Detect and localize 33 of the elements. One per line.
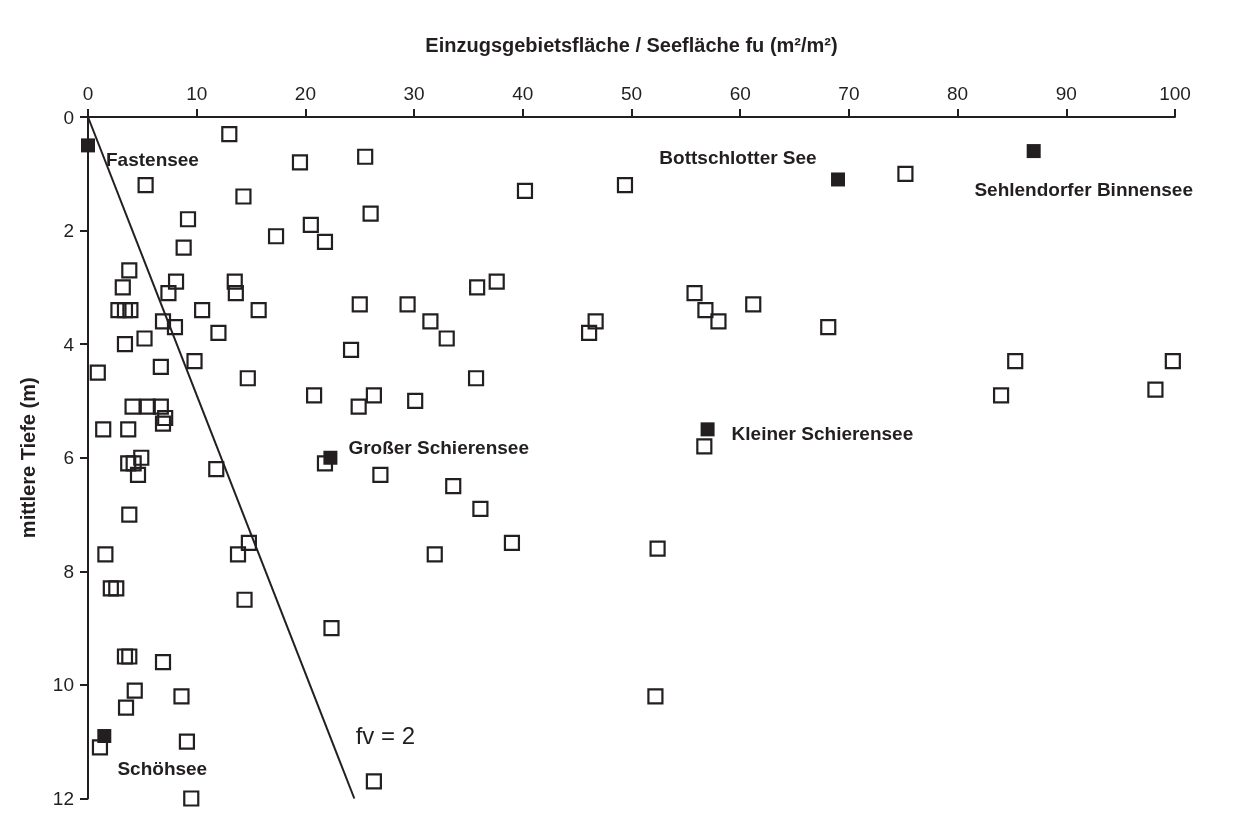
y-tick-label: 8 (63, 560, 74, 582)
x-tick-label: 60 (729, 83, 751, 104)
x-tick-label: 70 (838, 83, 860, 104)
point (1026, 144, 1041, 159)
y-axis-title: mittlere Tiefe (m) (17, 377, 39, 539)
y-tick-label: 0 (63, 106, 74, 128)
point (831, 172, 846, 187)
x-tick-label: 20 (294, 83, 316, 104)
point (97, 729, 112, 744)
x-tick-label: 100 (1159, 83, 1191, 104)
annotation: Kleiner Schierensee (731, 422, 914, 444)
y-tick-label: 4 (63, 333, 75, 355)
annotation: Großer Schierensee (348, 437, 529, 459)
x-tick-label: 50 (620, 83, 643, 104)
point (700, 422, 715, 437)
annotation: Sehlendorfer Binnensee (974, 178, 1193, 200)
x-tick-label: 10 (186, 83, 208, 104)
point (323, 450, 338, 465)
annotation: Bottschlotter See (659, 146, 817, 168)
x-tick-label: 80 (947, 83, 969, 104)
y-tick-label: 10 (52, 674, 74, 696)
y-tick-label: 2 (63, 220, 74, 242)
annotation: fv = 2 (355, 722, 415, 749)
x-tick-label: 0 (82, 83, 94, 104)
annotation: Schöhsee (117, 757, 208, 779)
x-axis-title: Einzugsgebietsfläche / Seefläche fu (m²/m²) (425, 34, 838, 56)
x-tick-label: 90 (1055, 83, 1077, 104)
annotation: Fastensee (106, 148, 199, 170)
y-tick-label: 12 (52, 788, 74, 809)
y-tick-label: 6 (63, 447, 74, 469)
x-tick-label: 40 (512, 83, 534, 104)
point (81, 138, 95, 153)
x-tick-label: 30 (403, 83, 425, 104)
